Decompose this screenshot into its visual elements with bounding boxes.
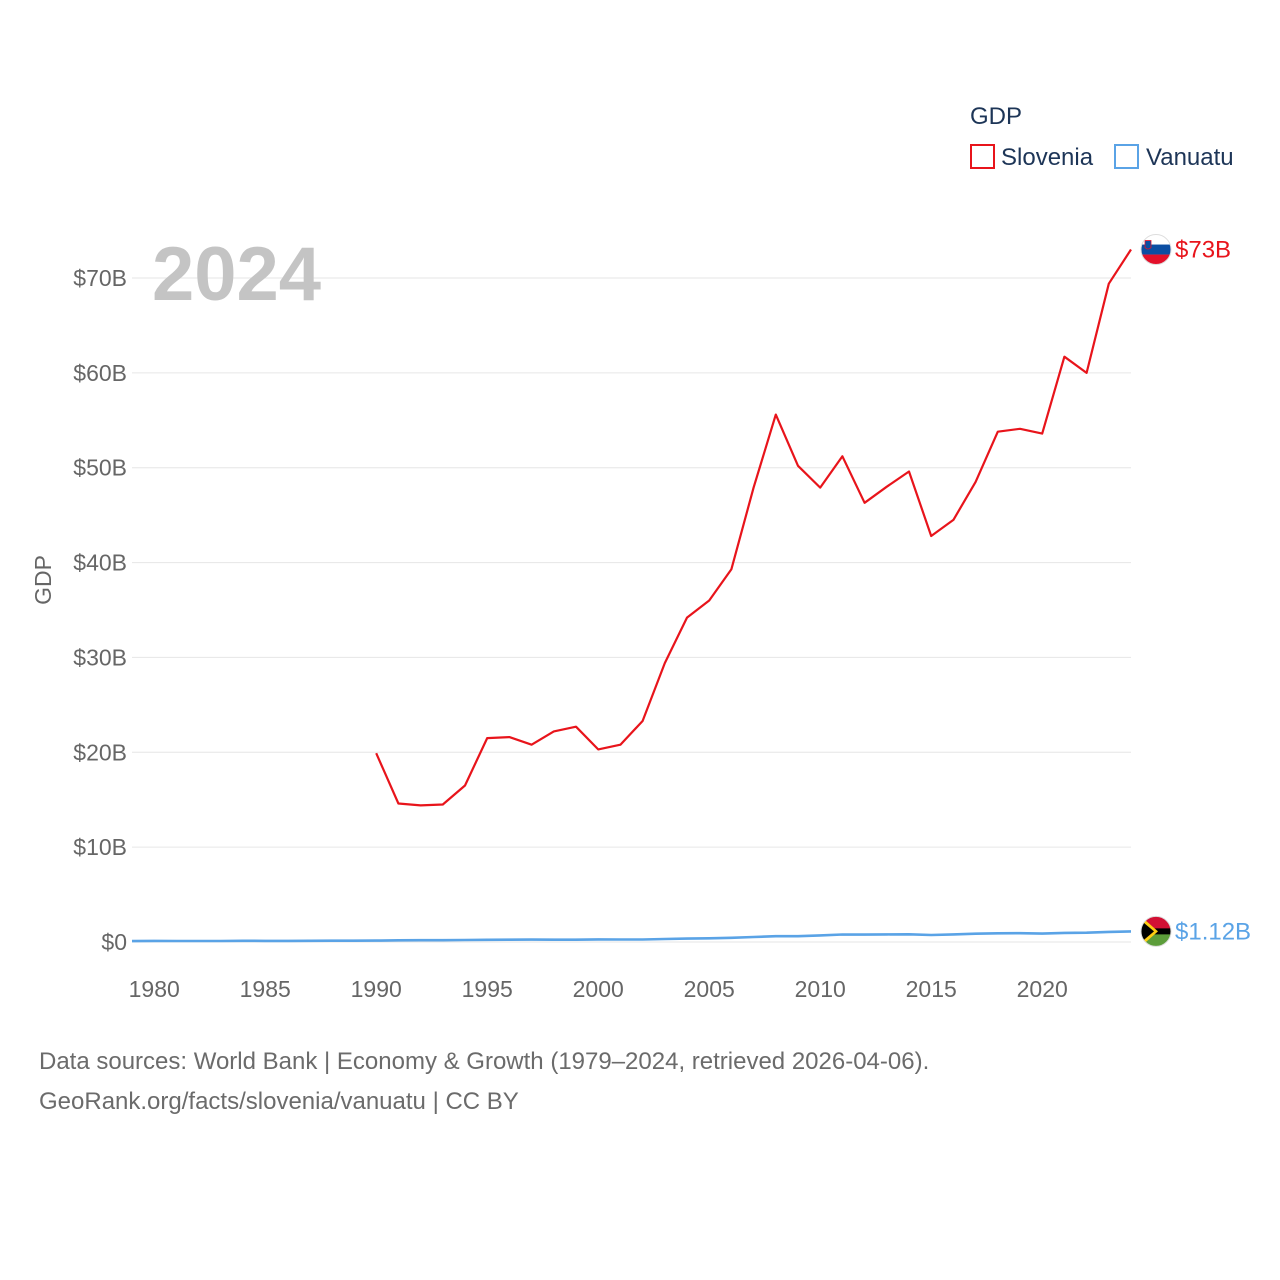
y-axis-ticks: $0 $10B $20B $30B $40B $50B $60B $70B — [73, 265, 127, 955]
y-tick-label: $20B — [73, 739, 127, 765]
end-label-slovenia: $73B — [1175, 237, 1231, 264]
x-tick-label: 1980 — [129, 976, 180, 1002]
legend-label-vanuatu: Vanuatu — [1146, 144, 1234, 171]
y-tick-label: $50B — [73, 455, 127, 481]
slovenia-flag-icon — [1140, 234, 1172, 266]
y-tick-label: $70B — [73, 265, 127, 291]
x-tick-label: 2015 — [906, 976, 957, 1002]
y-tick-label: $40B — [73, 550, 127, 576]
y-tick-label: $30B — [73, 644, 127, 670]
x-tick-label: 1990 — [351, 976, 402, 1002]
legend-title: GDP — [970, 103, 1022, 130]
y-tick-label: $60B — [73, 360, 127, 386]
legend: GDP Slovenia Vanuatu — [970, 103, 1234, 171]
series-lines — [131, 248, 1132, 943]
data-source-note: Data sources: World Bank | Economy & Gro… — [39, 1042, 929, 1122]
y-tick-label: $10B — [73, 834, 127, 860]
year-label: 2024 — [152, 232, 321, 317]
legend-item-slovenia[interactable]: Slovenia — [970, 144, 1094, 171]
x-tick-label: 2020 — [1017, 976, 1068, 1002]
legend-item-vanuatu[interactable]: Vanuatu — [1114, 144, 1234, 171]
x-tick-label: 1995 — [462, 976, 513, 1002]
legend-swatch-vanuatu — [1114, 144, 1139, 169]
y-axis-label: GDP — [30, 555, 56, 605]
series-line-slovenia[interactable] — [375, 248, 1132, 807]
vanuatu-flag-icon — [1140, 915, 1172, 947]
gridlines — [132, 277, 1131, 943]
x-tick-label: 2005 — [684, 976, 735, 1002]
legend-label-slovenia: Slovenia — [1001, 144, 1094, 171]
x-tick-label: 2000 — [573, 976, 624, 1002]
x-tick-label: 2010 — [795, 976, 846, 1002]
source-line-1: Data sources: World Bank | Economy & Gro… — [39, 1048, 930, 1075]
x-axis-ticks: 1980 1985 1990 1995 2000 2005 2010 2015 2020 — [129, 976, 1068, 1002]
legend-swatch-slovenia — [970, 144, 995, 169]
end-label-vanuatu: $1.12B — [1175, 918, 1251, 945]
series-line-vanuatu[interactable] — [131, 930, 1132, 943]
x-tick-label: 1985 — [240, 976, 291, 1002]
y-tick-label: $0 — [101, 929, 127, 955]
source-line-2: GeoRank.org/facts/slovenia/vanuatu | CC … — [39, 1088, 519, 1115]
